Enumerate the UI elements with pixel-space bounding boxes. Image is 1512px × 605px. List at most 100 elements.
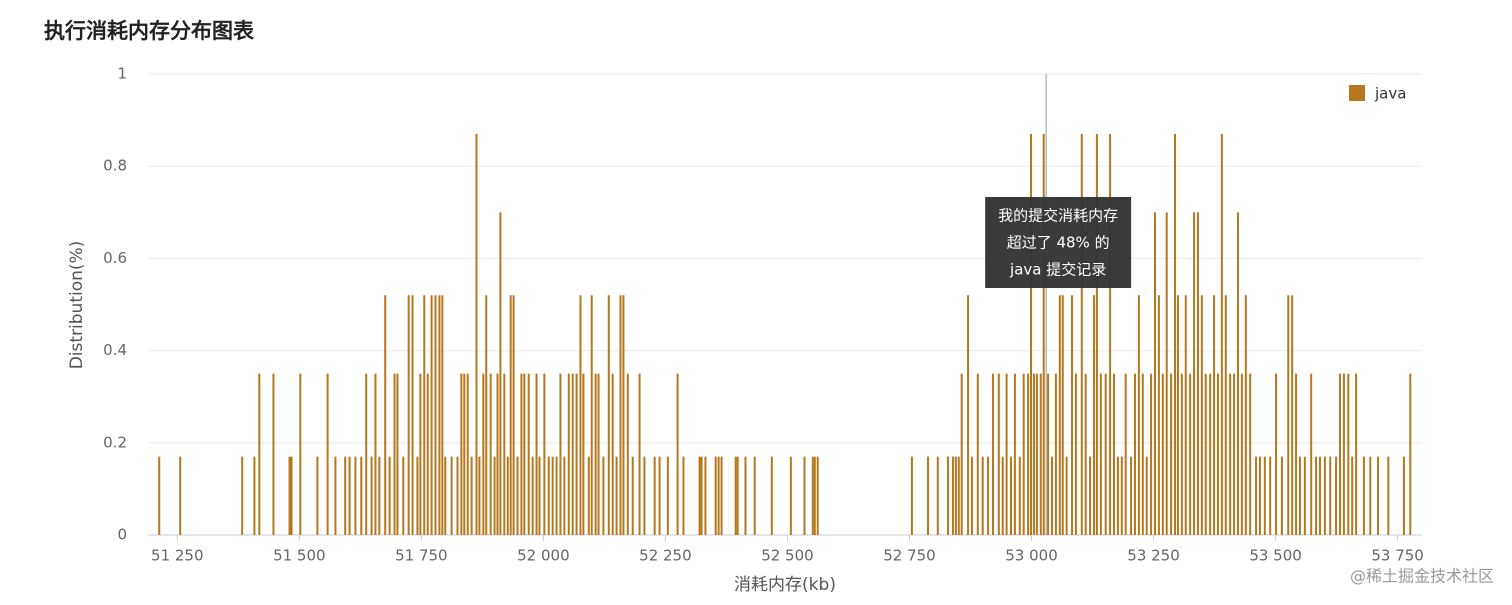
bar	[402, 456, 405, 535]
bar	[1342, 373, 1345, 535]
bar	[970, 456, 973, 535]
bar	[1335, 456, 1338, 535]
bar	[1236, 212, 1239, 536]
bar	[813, 456, 816, 535]
bar	[493, 456, 496, 535]
bar	[1137, 295, 1140, 535]
bar	[1074, 373, 1077, 535]
bar	[523, 373, 526, 535]
bar	[1065, 456, 1068, 535]
x-tick-label: 51 250	[151, 547, 204, 565]
x-tick-label: 53 500	[1249, 547, 1302, 565]
bar	[272, 373, 275, 535]
bar	[1287, 295, 1290, 535]
bar	[1165, 212, 1168, 536]
bar	[704, 456, 707, 535]
bar	[1387, 456, 1390, 535]
bar	[1220, 133, 1223, 535]
bar	[1080, 133, 1083, 535]
tooltip-box	[985, 197, 1132, 288]
bar	[1229, 373, 1232, 535]
bar	[393, 373, 396, 535]
x-axis-title: 消耗内存(kb)	[734, 575, 836, 595]
bar	[531, 456, 534, 535]
bar	[1150, 373, 1153, 535]
bar	[374, 373, 377, 535]
bar	[1402, 456, 1405, 535]
bar	[682, 456, 685, 535]
x-tick-label: 52 000	[517, 547, 570, 565]
bar	[475, 133, 478, 535]
bar	[927, 456, 930, 535]
bar	[1209, 373, 1212, 535]
bar	[316, 456, 319, 535]
bar	[1338, 373, 1341, 535]
bar	[1013, 373, 1016, 535]
bar	[1022, 373, 1025, 535]
bar	[1189, 373, 1192, 535]
bar	[960, 373, 963, 535]
bar	[622, 295, 625, 535]
bar	[1409, 373, 1412, 535]
bar	[1051, 456, 1054, 535]
bar	[753, 456, 756, 535]
bar	[1157, 295, 1160, 535]
bar	[997, 373, 1000, 535]
bar	[1092, 295, 1095, 535]
x-tick-label: 53 750	[1371, 547, 1424, 565]
bar	[1310, 373, 1313, 535]
bar	[378, 456, 381, 535]
y-tick-label: 0	[117, 526, 127, 544]
bar	[653, 456, 656, 535]
y-tick-label: 0.2	[103, 433, 127, 451]
bar	[1244, 295, 1247, 535]
bar	[496, 373, 499, 535]
bar	[344, 456, 347, 535]
bar	[1295, 373, 1298, 535]
bar	[370, 456, 373, 535]
bar	[638, 373, 641, 535]
bar	[626, 373, 629, 535]
bar	[1084, 373, 1087, 535]
bar	[543, 373, 546, 535]
x-tick-label: 52 250	[639, 547, 692, 565]
bar	[910, 456, 913, 535]
y-axis-title: Distribution(%)	[67, 241, 87, 370]
bar	[348, 456, 351, 535]
bar	[1323, 456, 1326, 535]
bar	[1377, 456, 1380, 535]
bar	[1153, 212, 1156, 536]
bar	[384, 295, 387, 535]
bar	[520, 373, 523, 535]
bar	[1112, 373, 1115, 535]
bar	[1145, 456, 1148, 535]
bar	[1047, 373, 1050, 535]
bar	[396, 373, 399, 535]
bar	[720, 456, 723, 535]
bar	[555, 456, 558, 535]
bar	[1213, 295, 1216, 535]
bar	[1161, 373, 1164, 535]
bar	[1362, 456, 1365, 535]
bar	[466, 373, 469, 535]
bar	[512, 295, 515, 535]
bar	[499, 212, 502, 536]
bar	[426, 373, 429, 535]
bar	[1315, 456, 1318, 535]
bar	[597, 373, 600, 535]
bar	[450, 456, 453, 535]
bar	[1269, 456, 1272, 535]
bar	[516, 456, 519, 535]
bar	[643, 456, 646, 535]
y-tick-label: 1	[117, 65, 127, 83]
bar	[1275, 373, 1278, 535]
bar	[423, 295, 426, 535]
x-tick-label: 52 750	[883, 547, 936, 565]
bar	[666, 456, 669, 535]
bar	[419, 373, 422, 535]
bar	[334, 456, 337, 535]
bar	[1291, 295, 1294, 535]
tooltip-text: 超过了 48% 的	[1007, 234, 1110, 252]
bar	[967, 295, 970, 535]
bar	[463, 373, 466, 535]
